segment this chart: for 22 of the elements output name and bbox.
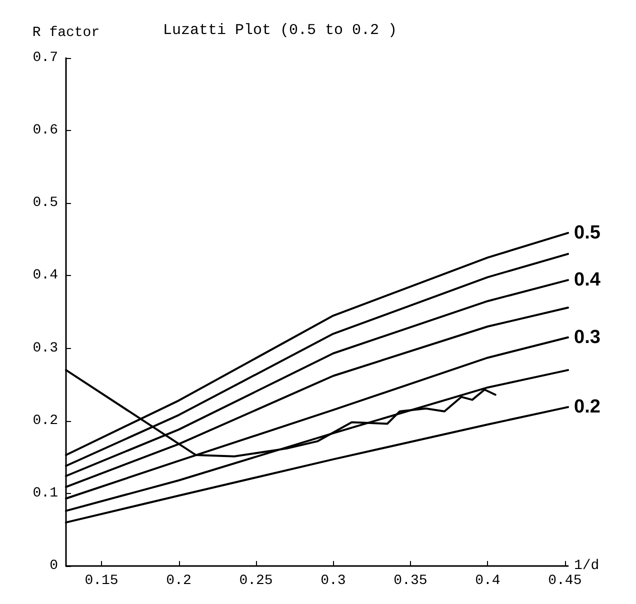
- x-tick-label: 0.3: [320, 573, 346, 589]
- y-tick-label: 0.6: [32, 122, 58, 139]
- x-tick-label: 0.45: [548, 573, 582, 589]
- chart-title: Luzatti Plot (0.5 to 0.2 ): [163, 22, 398, 39]
- x-tick-label: 0.25: [239, 573, 273, 589]
- x-tick-label: 0.35: [394, 573, 428, 589]
- y-tick-label: 0: [50, 558, 58, 574]
- series-label: 0.3: [574, 326, 600, 348]
- y-tick-label: 0.7: [32, 50, 58, 66]
- series-label: 0.2: [574, 396, 600, 418]
- y-tick-label: 0.1: [32, 485, 58, 502]
- x-tick-label: 0.4: [475, 573, 500, 589]
- y-tick-label: 0.4: [32, 268, 58, 284]
- y-tick-label: 0.2: [32, 412, 58, 429]
- y-tick-label: 0.5: [32, 195, 58, 212]
- y-tick-label: 0.3: [32, 340, 58, 356]
- series-label: 0.5: [574, 222, 601, 244]
- y-axis-title: R factor: [32, 25, 100, 41]
- series-label: 0.4: [574, 270, 601, 291]
- x-axis-title: 1/d: [574, 558, 600, 574]
- x-tick-label: 0.2: [166, 573, 192, 589]
- x-tick-label: 0.15: [84, 573, 118, 589]
